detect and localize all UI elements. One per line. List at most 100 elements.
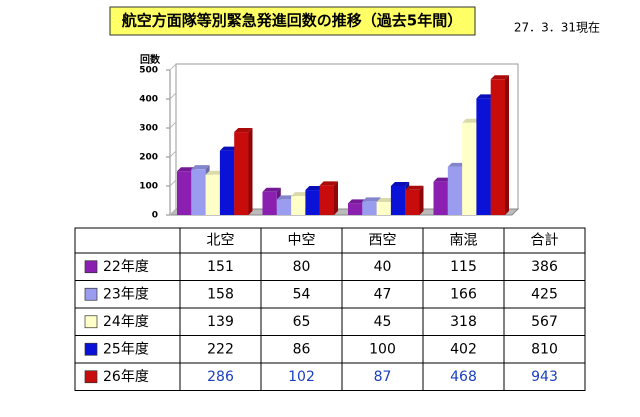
table-value: 222 (207, 341, 234, 357)
bar (177, 171, 192, 215)
bar (219, 150, 235, 215)
bar-top (191, 165, 210, 170)
y-tick-label: 0 (152, 211, 158, 221)
column-header: 合計 (531, 233, 559, 249)
grid-line (169, 150, 177, 158)
bar (490, 79, 505, 215)
table-value: 115 (450, 259, 477, 275)
bar-top (291, 192, 310, 197)
bar-top (390, 182, 410, 186)
bar-top (376, 197, 395, 202)
table-value: 139 (207, 314, 234, 330)
bar (262, 191, 277, 215)
grid-line (169, 92, 177, 100)
bar (462, 122, 477, 215)
table-value: 166 (450, 286, 477, 302)
y-tick-label: 300 (139, 124, 158, 134)
bar (476, 98, 491, 215)
table-total: 943 (531, 369, 558, 385)
table-value: 40 (374, 259, 392, 275)
bar-top (177, 167, 196, 172)
table-value: 100 (369, 341, 396, 357)
title-box (109, 6, 476, 36)
bar-side (248, 128, 253, 215)
bar (348, 203, 363, 215)
bar-top (462, 118, 481, 123)
bar (390, 186, 406, 215)
legend-swatch (84, 342, 98, 356)
y-tick-label: 200 (139, 153, 158, 163)
bar (319, 185, 334, 215)
bar-side (419, 185, 424, 215)
table-value: 402 (450, 341, 477, 357)
table-value: 45 (374, 314, 392, 330)
bar-top (447, 162, 467, 167)
grid-line (169, 63, 177, 71)
bar-side (505, 75, 509, 215)
table-total: 425 (531, 286, 558, 302)
bar-top (362, 197, 381, 202)
table-value: 86 (293, 341, 311, 357)
column-header: 南混 (450, 233, 478, 249)
table-value: 318 (450, 314, 477, 330)
legend-swatch (84, 287, 98, 301)
bar (362, 201, 377, 215)
chart-title: 航空方面隊等別緊急発進回数の推移（過去5年間） (122, 12, 462, 30)
table-value: 102 (288, 369, 315, 385)
table-total: 810 (531, 341, 558, 357)
legend-swatch (84, 315, 98, 329)
bar (376, 201, 391, 215)
table-value: 151 (207, 259, 234, 275)
table-value: 47 (374, 286, 392, 302)
table-total: 567 (531, 314, 558, 330)
grid-line (169, 179, 177, 187)
bar-top (433, 177, 452, 182)
legend-label: 23年度 (103, 286, 149, 302)
column-header: 中空 (288, 233, 316, 249)
legend-label: 25年度 (103, 341, 149, 357)
bar-side (334, 181, 338, 215)
bar (433, 181, 448, 215)
bar-top (234, 128, 253, 133)
grid-line (169, 208, 177, 216)
bar-top (490, 75, 509, 80)
legend-label: 24年度 (103, 314, 149, 330)
bar (205, 174, 220, 215)
date-note: 27．3．31現在 (514, 21, 600, 35)
table-border (74, 227, 586, 391)
bar (276, 199, 292, 215)
bar (447, 166, 463, 215)
column-header: 北空 (207, 233, 235, 249)
bar (405, 189, 420, 215)
grid-line (169, 121, 177, 129)
y-tick-label: 100 (139, 182, 158, 192)
bar-top (276, 195, 296, 200)
table-value: 158 (207, 286, 234, 302)
table-value: 65 (293, 314, 311, 330)
bar-top (476, 94, 495, 99)
bar-top (262, 187, 281, 192)
table-value: 286 (207, 369, 234, 385)
bar-top (405, 185, 424, 190)
legend-label: 26年度 (103, 369, 149, 385)
bar (305, 190, 320, 215)
bar-top (348, 199, 367, 204)
table-value: 80 (293, 259, 311, 275)
bar-top (205, 170, 224, 175)
y-tick-label: 500 (139, 66, 158, 76)
bar (291, 196, 306, 215)
table-value: 468 (450, 369, 477, 385)
bar-top (319, 181, 338, 186)
table-value: 87 (374, 369, 392, 385)
legend-swatch (84, 370, 98, 384)
bar (191, 169, 206, 215)
bar (234, 132, 249, 215)
table-total: 386 (531, 259, 558, 275)
y-axis-label: 回数 (140, 53, 161, 66)
column-header: 西空 (369, 233, 397, 249)
legend-label: 22年度 (103, 259, 149, 275)
legend-swatch (84, 260, 98, 274)
bar-top (219, 146, 239, 151)
